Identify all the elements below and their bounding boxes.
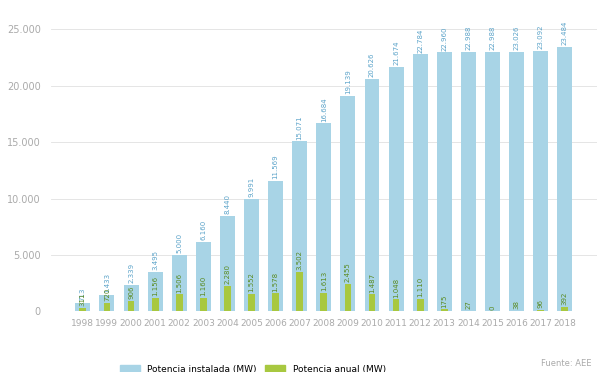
Bar xyxy=(172,255,187,311)
Bar xyxy=(292,141,307,311)
Bar xyxy=(272,294,279,311)
Text: 19.139: 19.139 xyxy=(345,69,351,94)
Text: 22.784: 22.784 xyxy=(417,28,423,53)
Text: 311: 311 xyxy=(80,292,86,306)
Text: 2.339: 2.339 xyxy=(128,263,134,283)
Text: 15.071: 15.071 xyxy=(297,115,303,140)
Text: 22.988: 22.988 xyxy=(489,26,495,51)
Text: 20.626: 20.626 xyxy=(369,52,375,77)
Bar xyxy=(244,199,259,311)
Text: 1.048: 1.048 xyxy=(393,278,399,298)
Text: 3.495: 3.495 xyxy=(152,250,158,270)
Text: 1.487: 1.487 xyxy=(369,273,375,293)
Bar xyxy=(76,303,91,311)
Bar xyxy=(561,307,568,311)
Text: 1.110: 1.110 xyxy=(417,277,423,297)
Bar xyxy=(365,79,379,311)
Text: 175: 175 xyxy=(442,294,448,308)
Text: 906: 906 xyxy=(128,286,134,299)
Bar xyxy=(393,299,399,311)
Text: 22.988: 22.988 xyxy=(465,26,471,51)
Bar xyxy=(344,283,352,311)
Text: 16.684: 16.684 xyxy=(321,97,327,122)
Text: 713: 713 xyxy=(80,288,86,301)
Bar xyxy=(127,301,135,311)
Text: 21.674: 21.674 xyxy=(393,41,399,65)
Text: 96: 96 xyxy=(538,299,544,308)
Bar xyxy=(196,242,211,311)
Bar xyxy=(388,67,403,311)
Bar xyxy=(80,308,86,311)
Text: 23.484: 23.484 xyxy=(562,20,568,45)
Bar xyxy=(321,293,327,311)
Bar xyxy=(533,51,548,311)
Text: 8.440: 8.440 xyxy=(225,195,230,214)
Text: 6.160: 6.160 xyxy=(201,220,207,240)
Bar xyxy=(200,298,207,311)
Bar xyxy=(485,52,500,311)
Bar xyxy=(224,286,231,311)
Text: 1.578: 1.578 xyxy=(272,272,278,292)
Bar xyxy=(316,123,331,311)
Text: 23.092: 23.092 xyxy=(538,25,544,49)
Text: 2.455: 2.455 xyxy=(345,262,351,282)
Bar xyxy=(461,52,476,311)
Text: 0: 0 xyxy=(489,305,495,310)
Text: 11.569: 11.569 xyxy=(272,154,278,179)
Text: 27: 27 xyxy=(465,300,471,309)
Bar xyxy=(248,294,255,311)
Bar xyxy=(103,303,111,311)
Text: 1.156: 1.156 xyxy=(152,276,158,296)
Text: 1.506: 1.506 xyxy=(176,272,182,292)
Bar xyxy=(509,52,524,311)
Text: Fuente: AEE: Fuente: AEE xyxy=(541,359,592,368)
Text: 38: 38 xyxy=(513,300,519,309)
Text: 1.160: 1.160 xyxy=(201,276,207,296)
Bar xyxy=(437,52,452,311)
Text: 392: 392 xyxy=(562,292,568,305)
Bar xyxy=(124,285,138,311)
Text: 3.502: 3.502 xyxy=(297,250,303,270)
Text: 720: 720 xyxy=(104,288,110,301)
Bar xyxy=(176,294,182,311)
Bar xyxy=(557,46,572,311)
Bar xyxy=(220,216,235,311)
Bar xyxy=(297,272,303,311)
Text: 23.026: 23.026 xyxy=(513,26,519,50)
Text: 2.280: 2.280 xyxy=(225,264,230,284)
Bar xyxy=(413,54,428,311)
Text: 1.433: 1.433 xyxy=(104,273,110,294)
Bar xyxy=(147,272,162,311)
Text: 1.552: 1.552 xyxy=(248,272,254,292)
Text: 9.991: 9.991 xyxy=(248,177,254,197)
Bar xyxy=(152,298,158,311)
Bar xyxy=(341,96,355,311)
Text: 22.960: 22.960 xyxy=(442,26,448,51)
Bar xyxy=(100,295,114,311)
Bar xyxy=(441,309,448,311)
Legend: Potencia instalada (MW), Potencia anual (MW): Potencia instalada (MW), Potencia anual … xyxy=(116,361,389,372)
Text: 5.000: 5.000 xyxy=(176,233,182,253)
Bar xyxy=(417,299,423,311)
Text: 1.613: 1.613 xyxy=(321,271,327,291)
Bar xyxy=(368,295,375,311)
Bar xyxy=(268,181,283,311)
Bar xyxy=(538,310,544,311)
